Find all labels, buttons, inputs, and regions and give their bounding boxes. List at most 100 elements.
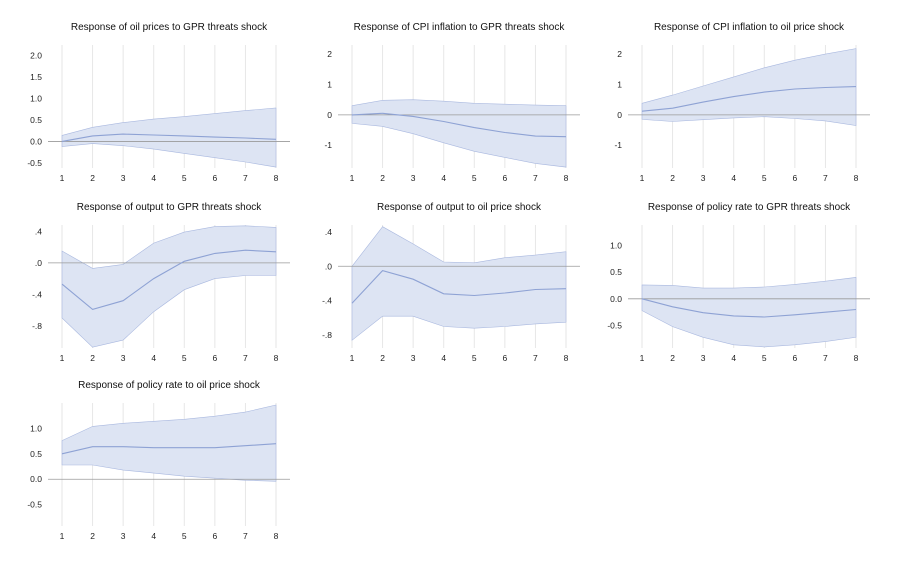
x-tick-label: 3: [121, 173, 126, 183]
x-tick-label: 2: [90, 353, 95, 363]
response-line: [61, 443, 277, 455]
y-tick-label: -1: [324, 140, 332, 150]
x-tick-label: 6: [502, 353, 507, 363]
y-tick-label: 2: [327, 49, 332, 59]
y-tick-label: -.8: [32, 321, 42, 331]
x-tick-label: 7: [243, 353, 248, 363]
irf-panel-4: Response of output to GPR threats shock.…: [32, 202, 290, 363]
x-tick-label: 2: [670, 173, 675, 183]
x-tick-label: 6: [792, 173, 797, 183]
y-tick-label: .0: [35, 258, 42, 268]
x-tick-label: 3: [411, 353, 416, 363]
x-tick-label: 6: [502, 173, 507, 183]
x-tick-label: 5: [472, 173, 477, 183]
x-tick-label: 8: [274, 353, 279, 363]
x-tick-label: 1: [60, 531, 65, 541]
x-tick-label: 4: [441, 353, 446, 363]
y-tick-label: -.4: [322, 296, 332, 306]
confidence-band: [641, 277, 857, 348]
confidence-band: [61, 225, 277, 348]
confidence-band: [641, 48, 857, 126]
confidence-band: [61, 107, 277, 168]
panel-title: Response of oil prices to GPR threats sh…: [71, 22, 268, 33]
y-tick-label: 0.5: [30, 115, 42, 125]
x-tick-label: 8: [274, 531, 279, 541]
y-tick-label: 1.5: [30, 72, 42, 82]
x-tick-label: 8: [854, 353, 859, 363]
irf-panel-3: Response of CPI inflation to oil price s…: [614, 22, 870, 183]
x-tick-label: 1: [350, 353, 355, 363]
x-tick-label: 6: [212, 353, 217, 363]
x-tick-label: 4: [151, 353, 156, 363]
irf-panel-5: Response of output to oil price shock .4.…: [322, 202, 580, 363]
x-tick-label: 1: [60, 353, 65, 363]
x-tick-label: 4: [151, 173, 156, 183]
x-tick-label: 5: [182, 353, 187, 363]
y-tick-label: -1: [614, 140, 622, 150]
x-tick-label: 1: [640, 173, 645, 183]
x-tick-label: 8: [564, 353, 569, 363]
y-tick-label: 2: [617, 49, 622, 59]
x-tick-label: 7: [823, 173, 828, 183]
y-tick-label: -.8: [322, 330, 332, 340]
x-tick-label: 6: [212, 173, 217, 183]
response-line: [641, 86, 857, 112]
x-tick-label: 4: [151, 531, 156, 541]
x-tick-label: 5: [182, 531, 187, 541]
x-tick-label: 4: [441, 173, 446, 183]
y-tick-label: 0.0: [30, 136, 42, 146]
x-tick-label: 3: [701, 353, 706, 363]
x-tick-label: 1: [640, 353, 645, 363]
x-tick-label: 5: [762, 173, 767, 183]
x-tick-label: 5: [472, 353, 477, 363]
panel-title: Response of policy rate to GPR threats s…: [648, 202, 851, 213]
x-tick-label: 1: [350, 173, 355, 183]
y-tick-label: -0.5: [27, 500, 42, 510]
x-tick-label: 7: [533, 353, 538, 363]
x-tick-label: 5: [762, 353, 767, 363]
y-tick-label: 1.0: [30, 423, 42, 433]
confidence-band: [351, 226, 567, 341]
y-tick-label: 0.5: [30, 449, 42, 459]
y-tick-label: 0.0: [30, 474, 42, 484]
irf-panel-1: Response of oil prices to GPR threats sh…: [27, 22, 290, 183]
confidence-band: [61, 404, 277, 482]
x-tick-label: 3: [121, 353, 126, 363]
y-tick-label: .0: [325, 261, 332, 271]
y-tick-label: -0.5: [607, 321, 622, 331]
irf-panel-7: Response of policy rate to oil price sho…: [27, 380, 290, 541]
y-tick-label: 0: [327, 110, 332, 120]
x-tick-label: 2: [90, 531, 95, 541]
x-tick-label: 1: [60, 173, 65, 183]
panel-title: Response of CPI inflation to GPR threats…: [354, 22, 566, 33]
response-line: [61, 133, 277, 142]
response-line: [61, 249, 277, 311]
confidence-band: [351, 99, 567, 168]
x-tick-label: 8: [564, 173, 569, 183]
x-tick-label: 6: [212, 531, 217, 541]
x-tick-label: 6: [792, 353, 797, 363]
y-tick-label: 1.0: [30, 94, 42, 104]
panel-title: Response of policy rate to oil price sho…: [78, 380, 261, 391]
x-tick-label: 7: [823, 353, 828, 363]
y-tick-label: .4: [325, 227, 332, 237]
irf-panel-2: Response of CPI inflation to GPR threats…: [324, 22, 580, 183]
x-tick-label: 8: [854, 173, 859, 183]
x-tick-label: 2: [380, 353, 385, 363]
y-tick-label: 0.5: [610, 267, 622, 277]
x-tick-label: 3: [701, 173, 706, 183]
panel-title: Response of CPI inflation to oil price s…: [654, 22, 845, 33]
panel-title: Response of output to oil price shock: [377, 202, 542, 213]
response-line: [351, 112, 567, 138]
y-tick-label: .4: [35, 226, 42, 236]
x-tick-label: 2: [670, 353, 675, 363]
y-tick-label: -.4: [32, 289, 42, 299]
x-tick-label: 5: [182, 173, 187, 183]
x-tick-label: 2: [380, 173, 385, 183]
y-tick-label: 2.0: [30, 51, 42, 61]
response-line: [641, 298, 857, 318]
y-tick-label: 1: [327, 79, 332, 89]
irf-panel-6: Response of policy rate to GPR threats s…: [607, 202, 870, 363]
y-tick-label: 1: [617, 79, 622, 89]
